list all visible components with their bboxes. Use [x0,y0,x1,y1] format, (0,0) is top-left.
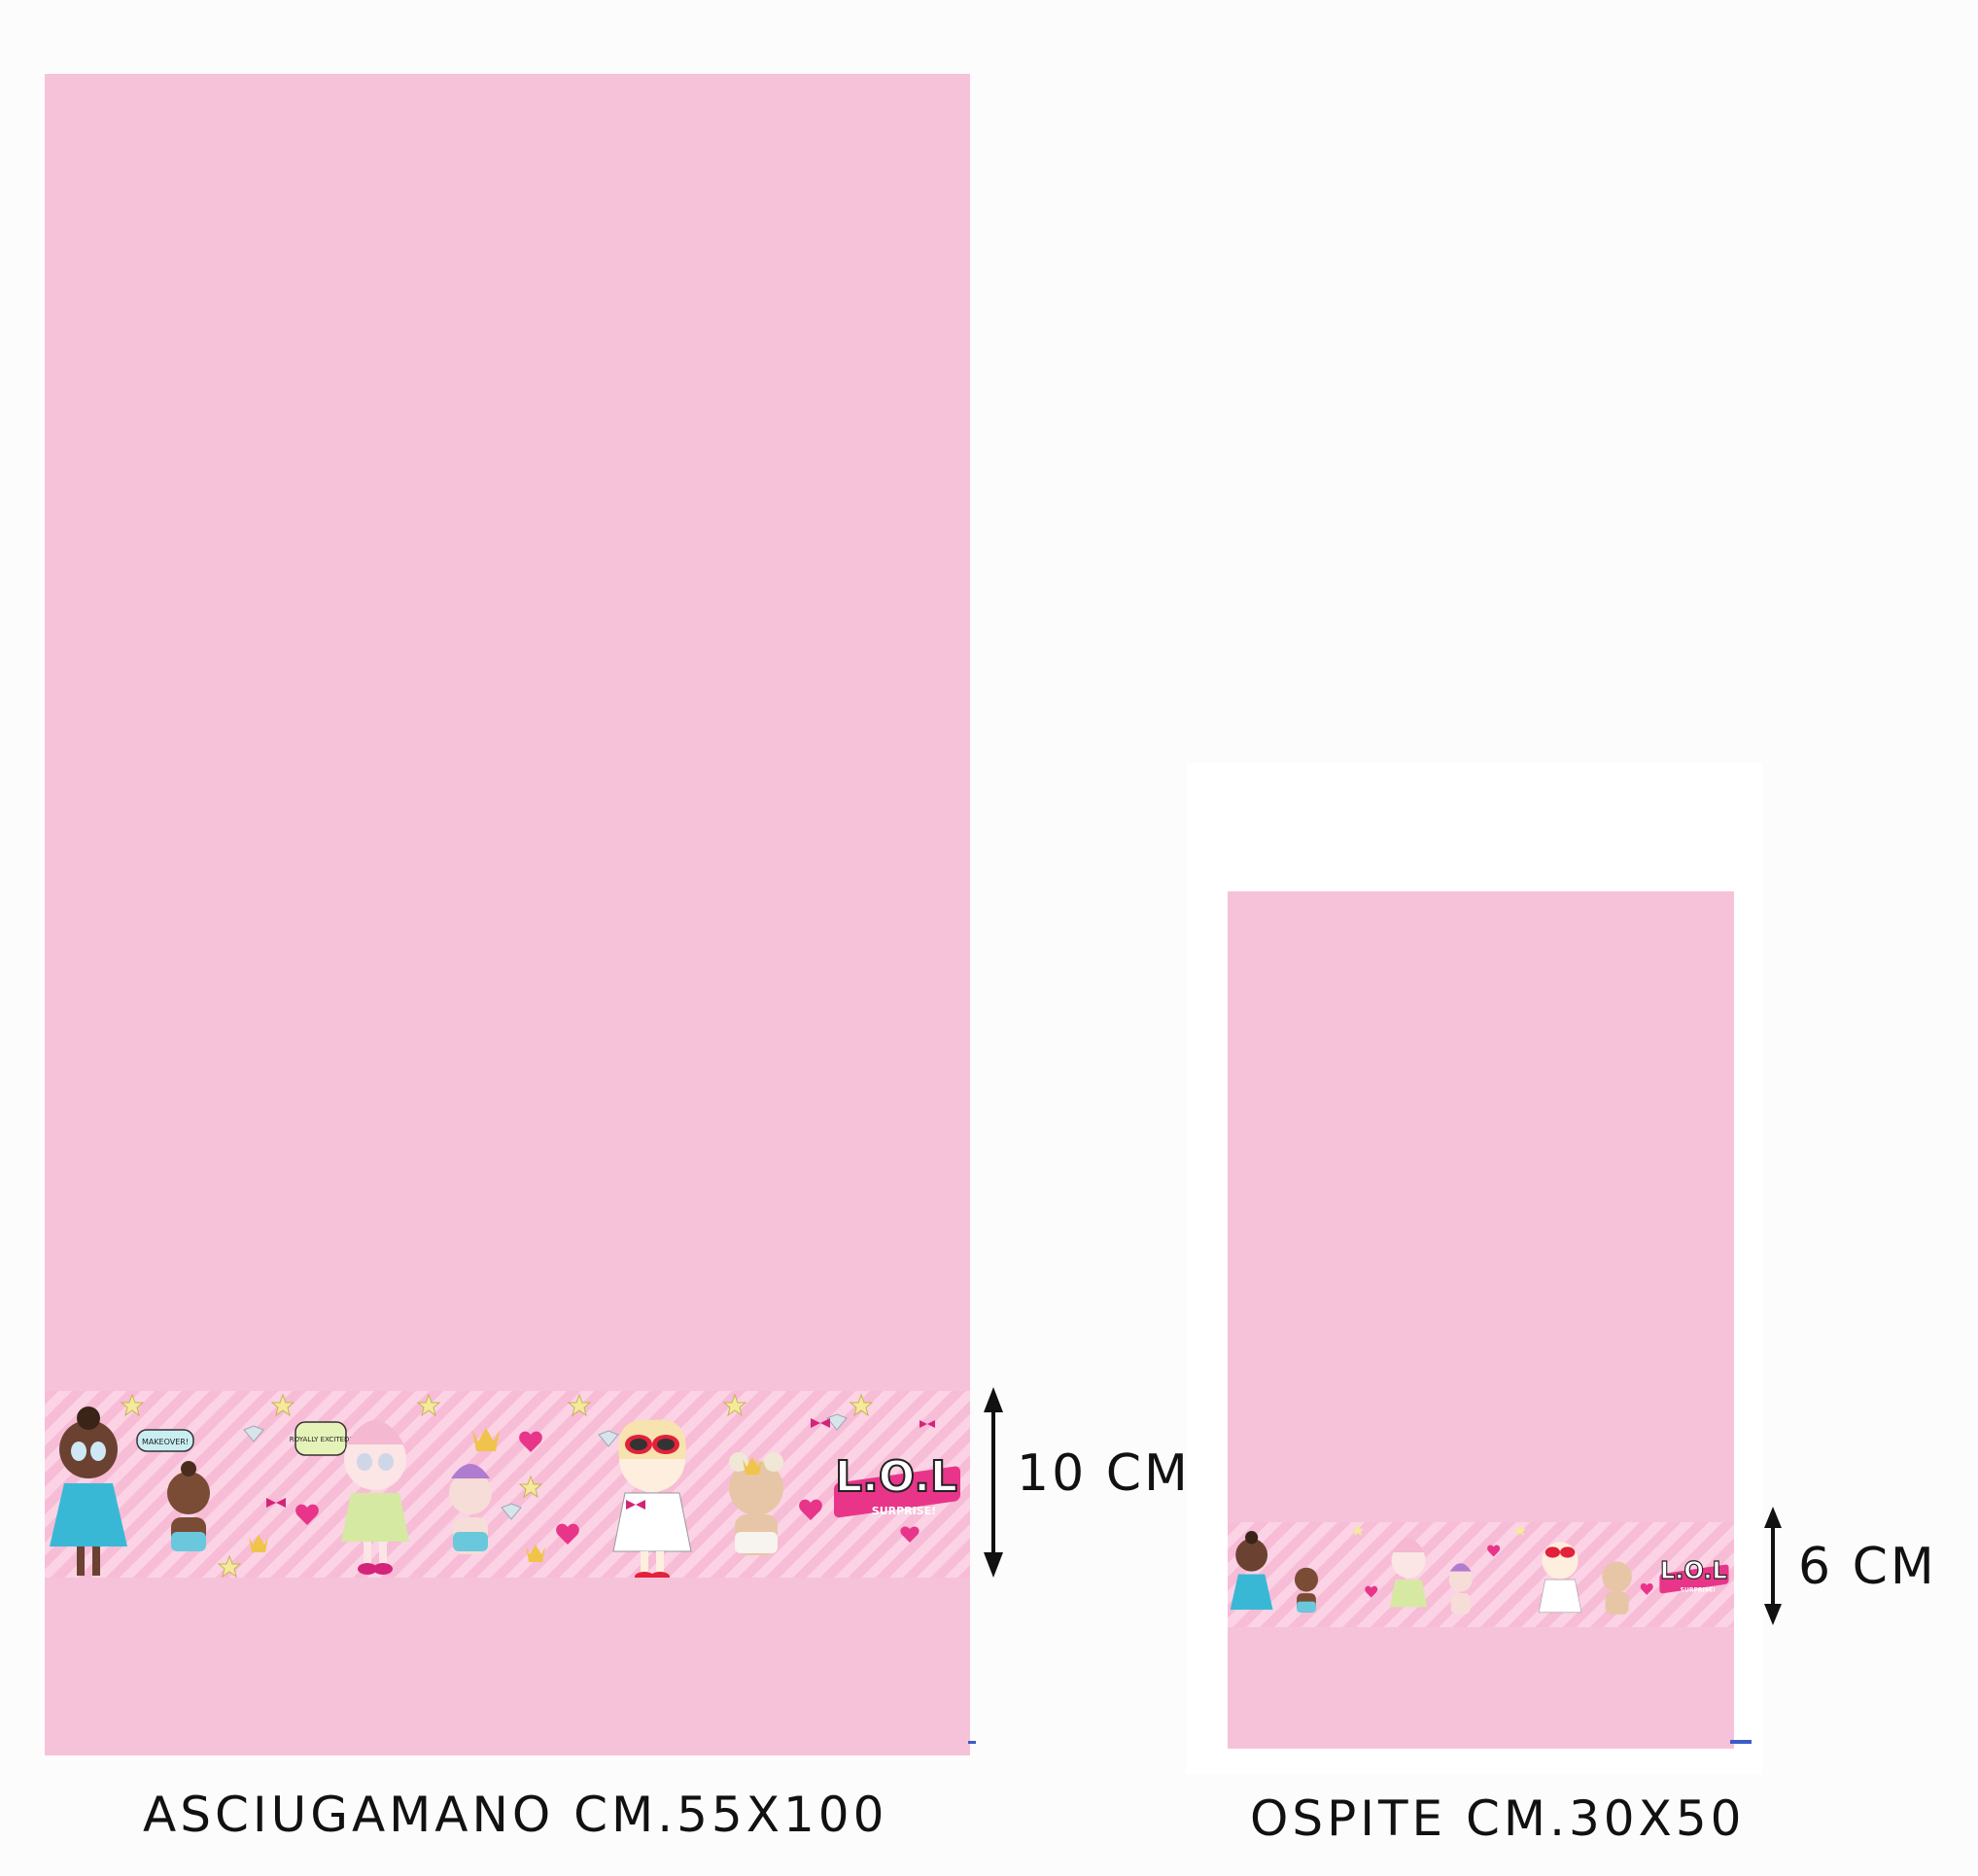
product-size-label: ASCIUGAMANO CM.55X100 [143,1787,888,1843]
bow-icon [266,1418,935,1510]
lol-logo: L.O.L SURPRISE! [1659,1555,1729,1593]
doll-illustration [1389,1538,1428,1608]
double-arrow-icon [1764,1507,1782,1625]
crown-icon [249,1428,762,1562]
star-icon [1352,1524,1527,1537]
decorative-border-band: MAKEOVER! ROYALLY EXCITED! [45,1391,970,1578]
border-height-label: 6 CM [1798,1538,1937,1596]
lol-logo: L.O.L SURPRISE! [834,1451,960,1518]
guest-towel: L.O.L SURPRISE! [1228,891,1734,1749]
heart-icon [1365,1545,1653,1598]
svg-text:MAKEOVER!: MAKEOVER! [142,1438,189,1446]
doll-illustration [1294,1567,1319,1613]
svg-text:ROYALLY EXCITED!: ROYALLY EXCITED! [290,1436,352,1443]
divider-mark [1730,1740,1752,1744]
doll-illustration [341,1420,409,1575]
diamond-icon [243,1413,848,1520]
svg-text:SURPRISE!: SURPRISE! [1681,1586,1716,1593]
speech-bubble: ROYALLY EXCITED! [290,1421,352,1456]
border-artwork: L.O.L SURPRISE! [1230,1524,1729,1615]
product-size-label: OSPITE CM.30X50 [1250,1790,1746,1847]
doll-illustration [167,1461,210,1551]
decorative-border-band: L.O.L SURPRISE! [1228,1522,1734,1627]
border-height-label: 10 CM [1017,1444,1191,1503]
svg-text:L.O.L: L.O.L [1660,1556,1727,1584]
doll-illustration [612,1419,692,1578]
divider-mark [968,1741,976,1744]
doll-illustration [50,1407,127,1576]
double-arrow-icon [984,1387,1003,1578]
doll-illustration [449,1464,492,1554]
svg-text:SURPRISE!: SURPRISE! [872,1505,936,1517]
bath-towel: MAKEOVER! ROYALLY EXCITED! [45,74,970,1755]
svg-text:L.O.L: L.O.L [835,1452,957,1502]
star-icon [120,1393,874,1578]
doll-illustration [1230,1531,1273,1610]
speech-bubble: MAKEOVER! [136,1429,194,1452]
doll-illustration [1538,1542,1582,1614]
doll-illustration [729,1452,783,1555]
doll-illustration [1448,1563,1473,1615]
border-artwork: MAKEOVER! ROYALLY EXCITED! [50,1393,960,1578]
doll-illustration [1602,1561,1632,1615]
heart-icon [295,1431,920,1545]
